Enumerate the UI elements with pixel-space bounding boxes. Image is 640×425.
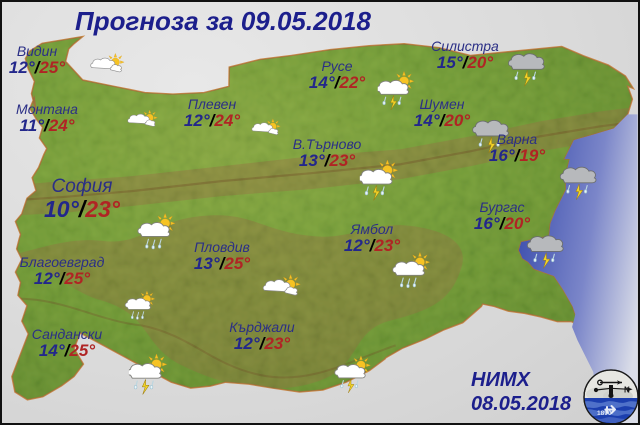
svg-text:N: N: [624, 386, 630, 395]
svg-text:1890: 1890: [597, 410, 612, 417]
